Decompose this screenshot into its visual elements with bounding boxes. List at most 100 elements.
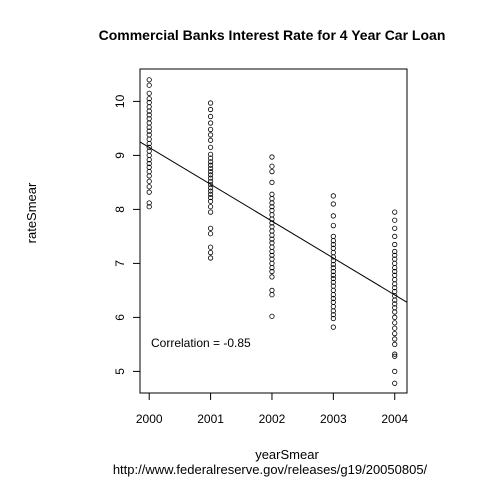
data-point (269, 236, 275, 242)
data-point (207, 255, 214, 261)
data-point (146, 178, 152, 184)
data-point (207, 175, 214, 181)
data-point (330, 213, 336, 219)
data-point (207, 172, 214, 178)
data-point (269, 260, 275, 266)
plot-frame (139, 68, 408, 394)
data-point (269, 274, 275, 280)
y-tick-label: 9 (113, 152, 127, 159)
data-point (392, 281, 398, 287)
data-point (330, 250, 336, 256)
data-point (146, 128, 152, 134)
data-point (207, 120, 214, 126)
x-axis: 2000 2001 2002 2003 2004 (136, 393, 408, 426)
data-point (146, 136, 152, 142)
data-point (392, 252, 398, 258)
data-point (207, 113, 214, 120)
y-axis: 5 6 7 8 9 10 (113, 94, 140, 375)
data-point (330, 308, 336, 314)
data-point (330, 279, 336, 285)
data-point (146, 173, 152, 179)
data-point (392, 297, 398, 303)
data-point (330, 295, 336, 302)
x-tick-label: 2003 (320, 412, 347, 426)
data-point (330, 303, 336, 310)
data-point (207, 209, 214, 215)
source-url: http://www.federalreserve.gov/releases/g… (113, 462, 428, 477)
y-tick-label: 5 (113, 368, 127, 375)
data-point (207, 225, 214, 231)
data-point (146, 104, 152, 110)
data-point (330, 261, 336, 268)
data-point (392, 380, 398, 386)
data-point (146, 90, 152, 96)
data-point (392, 325, 398, 331)
data-point (207, 144, 214, 150)
data-point (330, 223, 336, 229)
data-point (330, 275, 336, 282)
data-point (269, 212, 275, 218)
data-point (269, 268, 275, 275)
data-point (207, 191, 214, 197)
data-point (269, 228, 275, 234)
data-point (392, 301, 398, 307)
data-point (269, 163, 275, 169)
x-tick-label: 2002 (259, 412, 286, 426)
data-point (207, 159, 214, 165)
data-point (146, 204, 152, 210)
data-point (392, 320, 398, 326)
data-point (207, 244, 214, 250)
data-point (146, 160, 152, 167)
data-point (269, 191, 275, 197)
data-point (392, 368, 398, 374)
data-point (146, 140, 152, 147)
data-point (269, 154, 275, 160)
data-point (269, 216, 275, 222)
data-point (392, 209, 398, 215)
data-point (392, 248, 398, 255)
data-point (146, 189, 152, 195)
data-point (207, 204, 214, 210)
data-point (330, 268, 336, 275)
data-point (207, 162, 214, 168)
data-point (330, 201, 336, 207)
x-axis-label: yearSmear (255, 447, 319, 462)
data-point (207, 106, 214, 113)
data-point (146, 124, 152, 130)
data-point (330, 238, 336, 244)
data-point (330, 265, 336, 271)
y-tick-label: 10 (113, 94, 127, 108)
y-tick-label: 7 (113, 260, 127, 267)
data-point (269, 196, 275, 202)
y-tick-label: 6 (113, 314, 127, 321)
data-point (330, 254, 336, 260)
data-point (146, 200, 152, 206)
data-point (269, 232, 275, 238)
chart-title: Commercial Banks Interest Rate for 4 Yea… (99, 27, 446, 43)
data-point (330, 292, 336, 298)
data-point (392, 336, 398, 342)
x-tick-label: 2000 (136, 412, 163, 426)
data-point (207, 181, 214, 188)
data-point (146, 144, 152, 150)
data-point (392, 276, 398, 283)
data-point (207, 169, 214, 175)
data-point (269, 265, 275, 271)
data-point (207, 188, 214, 194)
data-point (146, 77, 152, 83)
data-point (207, 137, 214, 143)
y-axis-label: rateSmear (24, 182, 39, 243)
data-point (392, 265, 398, 271)
data-point (392, 285, 398, 291)
data-point (146, 96, 152, 102)
data-point (269, 204, 275, 210)
regression-line (139, 141, 408, 303)
x-tick-label: 2001 (197, 412, 224, 426)
data-point (330, 287, 336, 293)
data-point (146, 82, 152, 88)
data-point (269, 220, 275, 226)
data-point (269, 292, 275, 298)
data-point (269, 252, 275, 258)
data-point (146, 169, 152, 175)
